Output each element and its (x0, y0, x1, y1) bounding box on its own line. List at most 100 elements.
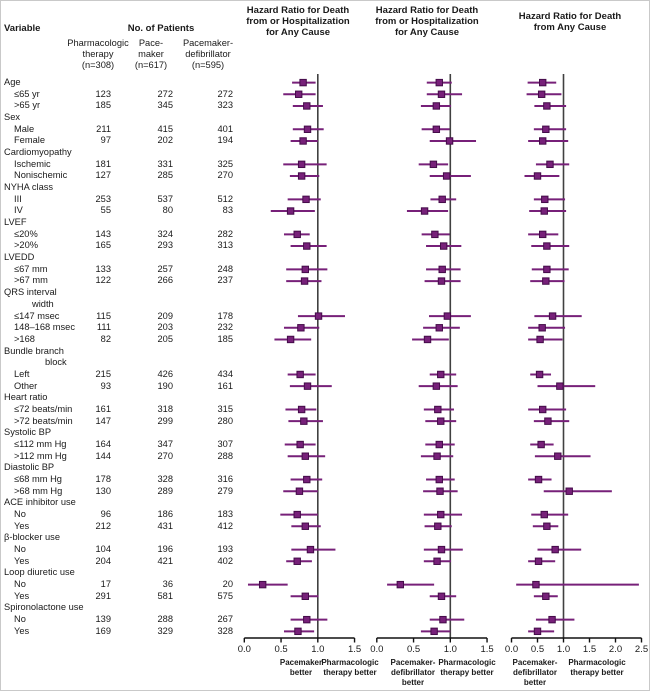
hr-ci-marker (423, 557, 452, 565)
hr-ci-marker (420, 452, 454, 460)
hr-ci-marker (423, 405, 454, 414)
subgroup-label: No (14, 614, 26, 625)
hr-ci-marker (424, 277, 461, 285)
patients-count: 285 (157, 170, 173, 181)
hr-ci-marker (535, 160, 570, 169)
better-right-label-panel-2: Pharmacologic therapy better (568, 658, 626, 677)
patients-count: 17 (100, 579, 111, 590)
hr-ci-marker (423, 510, 463, 519)
hr-ci-marker (528, 335, 563, 344)
hr-ci-marker (528, 324, 566, 332)
hr-ci-marker (286, 277, 322, 285)
patients-count: 123 (95, 88, 111, 99)
hr-ci-marker (283, 230, 310, 239)
patients-count: 83 (222, 205, 233, 216)
patients-count: 211 (96, 123, 111, 134)
variable-group-label: Sex (4, 112, 21, 123)
patients-count: 328 (157, 473, 173, 484)
variable-group-label: width (32, 298, 54, 309)
subgroup-label: >68 mm Hg (14, 485, 63, 496)
patients-count: 331 (157, 158, 173, 169)
patients-count: 161 (217, 380, 233, 391)
patients-count: 426 (157, 368, 173, 379)
patients-count: 402 (217, 555, 233, 566)
better-left-label-panel-0: Pacemaker better (279, 658, 323, 677)
patients-count: 205 (157, 333, 173, 344)
patients-count: 316 (217, 473, 233, 484)
hr-ci-marker (287, 452, 326, 460)
hr-ci-marker (534, 452, 591, 460)
patients-count: 329 (157, 625, 173, 636)
hr-ci-marker (247, 580, 288, 589)
hr-ci-marker (533, 417, 570, 425)
variable-group-label: Loop diuretic use (4, 567, 75, 578)
patients-count: 204 (95, 555, 111, 566)
patients-count: 288 (157, 614, 173, 625)
axis-tick-label: 1.0 (311, 644, 324, 655)
patients-count: 55 (100, 205, 111, 216)
subgroup-label: ≤20% (14, 228, 38, 239)
patients-count: 347 (157, 438, 173, 449)
variable-group-label: LVEF (4, 217, 27, 228)
hr-ci-marker (534, 102, 567, 110)
variable-group-label: QRS interval (4, 287, 57, 298)
hr-ci-marker (288, 417, 323, 425)
patients-count: 575 (217, 590, 233, 601)
axis-tick-label: 2.0 (609, 644, 622, 655)
hr-ci-marker (428, 312, 471, 320)
variable-group-label: ACE inhibitor use (4, 497, 76, 508)
panel-title-0: Hazard Ratio for Death from or Hospitaliz… (246, 5, 350, 38)
patients-count: 291 (95, 590, 111, 601)
subgroup-label: Female (14, 135, 46, 146)
hr-ci-marker (270, 207, 315, 215)
variable-group-label: NYHA class (4, 182, 54, 193)
hr-ci-marker (292, 78, 316, 87)
subgroup-label: ≤112 mm Hg (14, 438, 67, 449)
patients-count: 209 (157, 310, 173, 321)
patients-count: 279 (217, 485, 233, 496)
variable-group-label: Spironolactone use (4, 602, 84, 613)
patients-count: 272 (157, 88, 173, 99)
patients-count: 202 (157, 135, 173, 146)
axis-tick-label: 0.5 (274, 644, 287, 655)
patients-count: 115 (96, 310, 111, 321)
subgroup-label: >112 mm Hg (14, 450, 67, 461)
patients-count: 203 (157, 322, 173, 333)
patients-count: 266 (157, 275, 173, 286)
patients-count: 80 (162, 205, 173, 216)
patients-count: 144 (95, 450, 111, 461)
patients-count: 315 (217, 403, 233, 414)
patients-count: 267 (217, 614, 233, 625)
patients-count: 178 (95, 473, 111, 484)
hr-ci-marker (421, 125, 450, 133)
panel-title-1: Hazard Ratio for Death from or Hospitaliz… (375, 5, 479, 38)
variable-group-label: Heart ratio (4, 392, 48, 403)
subgroup-label: No (14, 579, 26, 590)
patients-count: 293 (157, 240, 173, 251)
hr-ci-marker (423, 487, 458, 495)
patients-count: 581 (157, 590, 173, 601)
patients-count: 183 (217, 508, 233, 519)
axis-tick-label: 1.0 (444, 644, 457, 655)
hr-ci-marker (528, 405, 567, 414)
patients-count: 323 (217, 100, 233, 111)
hr-ci-marker (429, 172, 471, 180)
patients-count: 169 (95, 625, 111, 636)
patients-count: 280 (217, 415, 233, 426)
hr-ci-marker (529, 207, 567, 215)
patients-count: 130 (95, 485, 111, 496)
hr-ci-marker (289, 382, 332, 390)
subgroup-label: Ischemic (14, 158, 51, 169)
patients-count: 143 (95, 228, 111, 239)
patients-count: 431 (157, 520, 173, 531)
hr-ci-marker (528, 475, 552, 484)
patients-count: 282 (217, 228, 233, 239)
subgroup-label: Left (14, 368, 30, 379)
hr-ci-marker (291, 522, 321, 530)
patients-count: 318 (157, 403, 173, 414)
hr-ci-marker (290, 242, 327, 250)
hr-ci-marker (287, 370, 316, 379)
group-column-header-1: Pace-maker (n=617) (134, 38, 168, 70)
